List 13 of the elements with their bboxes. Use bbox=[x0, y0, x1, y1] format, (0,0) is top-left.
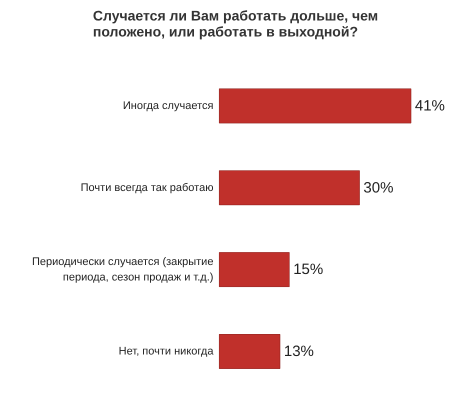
bar bbox=[218, 88, 412, 124]
chart-title: Случается ли Вам работать дольше, чем положено, или работать в выходной? bbox=[92, 8, 378, 40]
data-label: 13% bbox=[284, 342, 314, 360]
bar bbox=[218, 252, 290, 288]
data-label: 41% bbox=[414, 97, 445, 114]
data-label: 15% bbox=[293, 261, 324, 278]
y-tick-label: Иногда случается bbox=[122, 100, 214, 112]
y-tick-label: Периодически случается (закрытие периода, сезон продаж и т.д.) bbox=[32, 256, 214, 284]
y-tick-label: Почти всегда так работаю bbox=[80, 182, 214, 194]
bar bbox=[218, 334, 280, 369]
y-tick-label: Нет, почти никогда bbox=[118, 345, 214, 358]
bar bbox=[218, 170, 360, 206]
data-label: 30% bbox=[363, 179, 394, 196]
